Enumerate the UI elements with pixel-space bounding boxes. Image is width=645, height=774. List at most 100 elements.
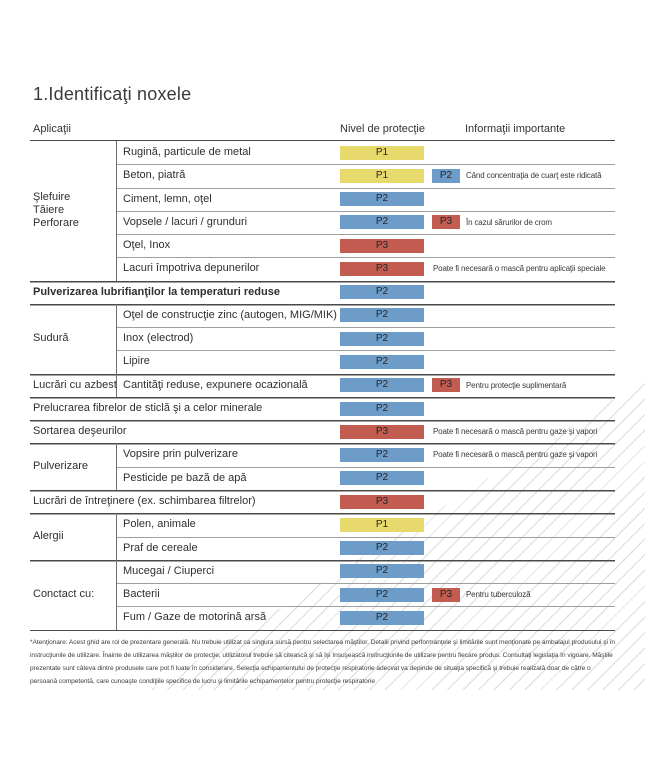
- application-label: Pesticide pe bază de apă: [123, 471, 247, 484]
- application-label: Vopsire prin pulverizare: [123, 448, 238, 461]
- protection-badge-p2: P2: [340, 354, 424, 369]
- table-row: Praf de cereale P2: [117, 537, 615, 560]
- important-info-note: Poate fi necesară o mască pentru aplicaţ…: [433, 264, 606, 274]
- important-info-note: Poate fi necesară o mască pentru gaze şi…: [433, 450, 598, 460]
- table-section: Şlefuire Tăiere Perforare Rugină, particule…: [30, 141, 615, 281]
- application-label: Inox (electrod): [123, 332, 194, 345]
- table-row: Oţel, Inox P3: [117, 234, 615, 257]
- section-rows: Pulverizarea lubrifianţilor la temperatu…: [30, 281, 615, 304]
- column-header-protection-level: Nivel de protecţie: [340, 123, 425, 135]
- table-section: Conctact cu: Mucegai / Ciuperci P2 Bacterii…: [30, 559, 615, 630]
- secondary-badge-p3: P3: [432, 215, 460, 230]
- table-row: Prelucrarea fibrelor de sticlă şi a celo…: [30, 397, 615, 420]
- section-rows: Mucegai / Ciuperci P2 Bacterii P2 P3 Pentru t…: [117, 560, 615, 630]
- secondary-badge-p3: P3: [432, 587, 460, 602]
- protection-badge-p2: P2: [340, 331, 424, 346]
- secondary-badge-p2: P2: [432, 168, 460, 183]
- group-label: Şlefuire Tăiere Perforare: [30, 141, 117, 281]
- protection-badge-p2: P2: [340, 401, 424, 416]
- group-label: Pulverizare: [30, 443, 117, 490]
- application-label: Rugină, particule de metal: [123, 146, 251, 158]
- important-info-note: În cazul sărurilor de crom: [466, 217, 552, 227]
- protection-badge-p2: P2: [340, 308, 424, 323]
- protection-badge-p2: P2: [340, 587, 424, 602]
- application-label: Cantităţi reduse, expunere ocazională: [123, 378, 308, 391]
- table-row: Inox (electrod) P2: [117, 327, 615, 350]
- table-section: Lucrări cu azbest Cantităţi reduse, expun…: [30, 373, 615, 397]
- protection-badge-p3: P3: [340, 494, 424, 509]
- table-row: Rugină, particule de metal P1: [117, 141, 615, 164]
- table-row: Sortarea deşeurilor P3 Poate fi necesară o…: [30, 420, 615, 443]
- protection-badge-p1: P1: [340, 517, 424, 532]
- secondary-badge-p3: P3: [432, 378, 460, 393]
- table-section: Sudură Oţel de construcţie zinc (autogen,…: [30, 303, 615, 374]
- section-rows: Rugină, particule de metal P1 Beton, piatr…: [117, 141, 615, 281]
- application-label: Pulverizarea lubrifianţilor la temperatu…: [33, 285, 280, 298]
- table-row: Lucrări de întreţinere (ex. schimbarea f…: [30, 490, 615, 513]
- application-label: Bacterii: [123, 588, 160, 601]
- table-row: Vopsire prin pulverizare P2 Poate fi neces…: [117, 443, 615, 466]
- table-section: Alergii Polen, animale P1 Praf de cereale P2: [30, 513, 615, 560]
- disclaimer-footnote: *Atenţionare: Acest ghid are rol de prez…: [30, 639, 616, 685]
- application-label: Polen, animale: [123, 518, 196, 531]
- protection-badge-p2: P2: [340, 448, 424, 463]
- group-label: Sudură: [30, 303, 117, 374]
- table-row: Pulverizarea lubrifianţilor la temperatu…: [30, 281, 615, 304]
- table-row: Beton, piatră P1 P2 Când concentraţia de cu…: [117, 164, 615, 187]
- important-info-note: Când concentraţia de cuarţ este ridicată: [466, 171, 602, 181]
- application-label: Vopsele / lacuri / grunduri: [123, 215, 248, 228]
- group-label-line: Conctact cu:: [33, 588, 95, 601]
- section-rows: Cantităţi reduse, expunere ocazională P2 P…: [117, 374, 615, 397]
- application-label: Sortarea deşeurilor: [33, 425, 127, 438]
- table-row: Lacuri împotriva depunerilor P3 Poate fi n…: [117, 257, 615, 280]
- table-row: Polen, animale P1: [117, 513, 615, 536]
- protection-badge-p2: P2: [340, 471, 424, 486]
- group-label-line: Pulverizare: [33, 460, 89, 473]
- column-header-important-info: Informaţii importante: [465, 123, 566, 135]
- section-rows: Vopsire prin pulverizare P2 Poate fi neces…: [117, 443, 615, 490]
- section-rows: Prelucrarea fibrelor de sticlă şi a celo…: [30, 397, 615, 420]
- protection-badge-p1: P1: [340, 145, 424, 160]
- table-section: Pulverizare Vopsire prin pulverizare P2 Poa…: [30, 443, 615, 490]
- application-label: Ciment, lemn, oţel: [123, 192, 212, 205]
- group-label-line: Sudură: [33, 332, 69, 345]
- table-row: Cantităţi reduse, expunere ocazională P2 P…: [117, 374, 615, 397]
- table-section-fullwidth: Sortarea deşeurilor P3 Poate fi necesară o…: [30, 420, 615, 443]
- protection-badge-p3: P3: [340, 424, 424, 439]
- application-label: Praf de cereale: [123, 541, 198, 554]
- protection-badge-p2: P2: [340, 610, 424, 625]
- application-label: Lipire: [123, 355, 150, 368]
- table-row: Vopsele / lacuri / grunduri P2 P3 În cazul …: [117, 211, 615, 234]
- table-row: Mucegai / Ciuperci P2: [117, 560, 615, 583]
- column-header-applications: Aplicaţii: [33, 123, 71, 135]
- group-label: Alergii: [30, 513, 117, 560]
- application-label: Oţel de construcţie zinc (autogen, MIG/M…: [123, 308, 337, 321]
- table-section-fullwidth: Lucrări de întreţinere (ex. schimbarea f…: [30, 490, 615, 513]
- table-row: Lipire P2: [117, 350, 615, 373]
- application-label: Oţel, Inox: [123, 239, 171, 252]
- table-section-fullwidth: Prelucrarea fibrelor de sticlă şi a celo…: [30, 397, 615, 420]
- hazard-table: Şlefuire Tăiere Perforare Rugină, particule…: [30, 140, 615, 631]
- protection-badge-p2: P2: [340, 564, 424, 579]
- table-row: Ciment, lemn, oţel P2: [117, 188, 615, 211]
- protection-badge-p2: P2: [340, 541, 424, 556]
- protection-badge-p2: P2: [340, 285, 424, 300]
- application-label: Mucegai / Ciuperci: [123, 564, 215, 577]
- table-row: Oţel de construcţie zinc (autogen, MIG/M…: [117, 304, 615, 327]
- important-info-note: Pentru protecţie suplimentară: [466, 380, 567, 390]
- page-title: 1.Identificaţi noxele: [33, 84, 192, 104]
- protection-badge-p3: P3: [340, 261, 424, 276]
- group-label-line: Tăiere: [33, 204, 65, 217]
- application-label: Prelucrarea fibrelor de sticlă şi a celo…: [33, 401, 263, 414]
- protection-badge-p1: P1: [340, 168, 424, 183]
- section-rows: Polen, animale P1 Praf de cereale P2: [117, 513, 615, 560]
- application-label: Beton, piatră: [123, 169, 186, 182]
- group-label-line: Lucrări cu azbest: [33, 378, 117, 391]
- group-label: Conctact cu:: [30, 559, 117, 630]
- protection-badge-p2: P2: [340, 215, 424, 230]
- table-row: Bacterii P2 P3 Pentru tuberculoză: [117, 583, 615, 606]
- section-rows: Lucrări de întreţinere (ex. schimbarea f…: [30, 490, 615, 513]
- section-rows: Oţel de construcţie zinc (autogen, MIG/M…: [117, 304, 615, 374]
- section-rows: Sortarea deşeurilor P3 Poate fi necesară o…: [30, 420, 615, 443]
